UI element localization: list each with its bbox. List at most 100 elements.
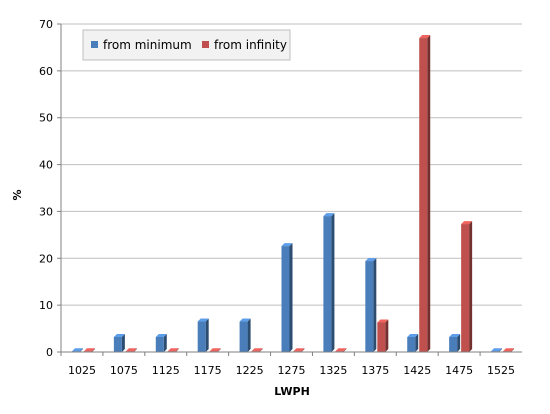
- bar-top: [239, 318, 251, 322]
- bar-side: [259, 348, 263, 352]
- bar-top: [209, 348, 221, 352]
- bar-top: [125, 348, 137, 352]
- bar-front: [407, 337, 416, 352]
- axes: [57, 23, 522, 356]
- x-tick-label: 1525: [487, 364, 515, 377]
- bar-top: [491, 348, 503, 352]
- legend-label-from-infinity: from infinity: [214, 38, 287, 52]
- bar-from-minimum-1325: [323, 213, 335, 352]
- bar-side: [415, 334, 419, 352]
- bar-side: [301, 348, 305, 352]
- bar-side: [457, 334, 461, 352]
- bar-side: [499, 348, 503, 352]
- bar-side: [289, 243, 293, 352]
- x-tick-label: 1475: [445, 364, 473, 377]
- bar-side: [121, 334, 125, 352]
- bar-top: [293, 348, 305, 352]
- bar-side: [343, 348, 347, 352]
- y-tick-label: 20: [39, 252, 53, 265]
- bar-front: [449, 337, 458, 352]
- bar-front: [377, 322, 386, 352]
- bar-from-infinity-1075: [125, 348, 137, 352]
- bar-from-minimum-1425: [407, 334, 419, 352]
- x-tick-label: 1075: [110, 364, 138, 377]
- legend-swatch-from-minimum: [91, 41, 98, 48]
- bar-side: [469, 221, 473, 352]
- x-tick-label: 1375: [361, 364, 389, 377]
- x-tick-label: 1175: [194, 364, 222, 377]
- bar-front: [281, 246, 290, 352]
- bar-top: [377, 319, 389, 323]
- x-tick-label: 1225: [236, 364, 264, 377]
- bar-from-infinity-1475: [461, 221, 473, 352]
- bar-from-minimum-1025: [71, 348, 83, 352]
- bar-top: [323, 213, 335, 217]
- bar-side: [331, 213, 335, 352]
- bar-top: [419, 35, 431, 39]
- bar-top: [251, 348, 263, 352]
- bar-top: [197, 318, 209, 322]
- bar-front: [461, 224, 470, 352]
- bar-from-infinity-1325: [335, 348, 347, 352]
- bar-front: [239, 321, 248, 352]
- x-tick-label: 1025: [68, 364, 96, 377]
- x-tick-label: 1325: [319, 364, 347, 377]
- bar-top: [167, 348, 179, 352]
- bar-from-minimum-1075: [113, 334, 125, 352]
- bar-side: [247, 318, 251, 352]
- bar-from-infinity-1525: [503, 348, 515, 352]
- bar-front: [155, 337, 164, 352]
- bar-front: [419, 38, 428, 353]
- bar-from-infinity-1175: [209, 348, 221, 352]
- legend: from minimum from infinity: [82, 29, 291, 61]
- bar-from-minimum-1125: [155, 334, 167, 352]
- y-tick-label: 70: [39, 18, 53, 31]
- bar-top: [113, 334, 125, 338]
- y-tick-label: 0: [46, 346, 53, 359]
- bar-side: [385, 319, 389, 352]
- bar-top: [449, 334, 461, 338]
- bar-top: [71, 348, 83, 352]
- x-tick-label: 1275: [278, 364, 306, 377]
- bar-front: [365, 261, 374, 352]
- y-axis-title: %: [11, 189, 24, 200]
- bar-from-minimum-1525: [491, 348, 503, 352]
- bar-side: [373, 258, 377, 352]
- legend-box: [82, 29, 291, 61]
- bar-top: [461, 221, 473, 225]
- bar-side: [91, 348, 95, 352]
- bar-from-minimum-1175: [197, 318, 209, 352]
- bar-top: [335, 348, 347, 352]
- y-tick-label: 60: [39, 65, 53, 78]
- legend-label-from-minimum: from minimum: [103, 38, 192, 52]
- bar-top: [503, 348, 515, 352]
- bar-side: [427, 35, 431, 353]
- bar-from-infinity-1125: [167, 348, 179, 352]
- x-tick-label: 1425: [403, 364, 431, 377]
- y-tick-label: 10: [39, 299, 53, 312]
- bar-front: [323, 216, 332, 352]
- bar-from-minimum-1275: [281, 243, 293, 352]
- bar-top: [155, 334, 167, 338]
- bar-from-infinity-1275: [293, 348, 305, 352]
- bar-top: [365, 258, 377, 262]
- bar-top: [83, 348, 95, 352]
- bar-from-infinity-1225: [251, 348, 263, 352]
- bar-from-minimum-1225: [239, 318, 251, 352]
- y-tick-label: 40: [39, 159, 53, 172]
- bar-side: [79, 348, 83, 352]
- bar-side: [511, 348, 515, 352]
- x-tick-label: 1125: [152, 364, 180, 377]
- bar-from-minimum-1475: [449, 334, 461, 352]
- bar-side: [133, 348, 137, 352]
- bar-from-infinity-1375: [377, 319, 389, 352]
- bar-side: [175, 348, 179, 352]
- bar-from-infinity-1025: [83, 348, 95, 352]
- bar-front: [113, 337, 122, 352]
- bar-from-minimum-1375: [365, 258, 377, 352]
- bar-side: [163, 334, 167, 352]
- y-tick-label: 50: [39, 112, 53, 125]
- bar-top: [281, 243, 293, 247]
- bar-front: [197, 321, 206, 352]
